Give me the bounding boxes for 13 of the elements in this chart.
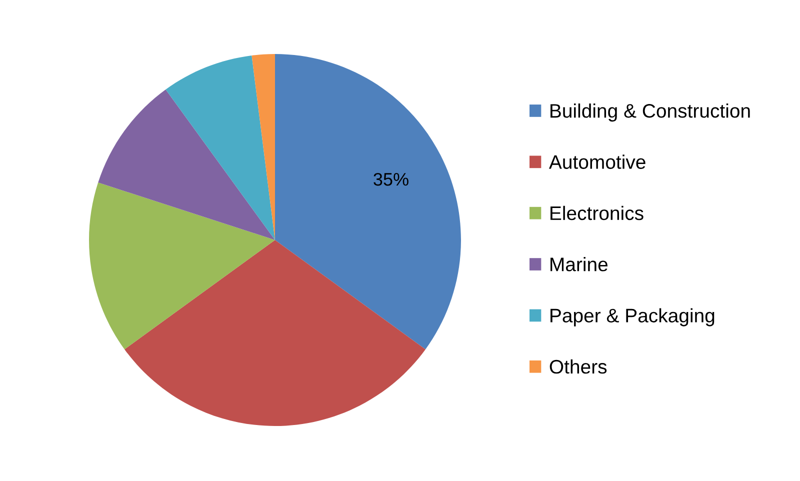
pie-slice [89,182,275,350]
pie-slice [98,90,275,240]
pie-slice [275,54,461,350]
legend-label: Electronics [550,206,644,220]
pie-slice [124,240,426,426]
legend-label: Others [550,359,607,374]
pie-slice [252,54,275,240]
legend-label: Automotive [548,154,646,169]
pie-slice [166,55,275,240]
legend-label: Building & Construction [550,103,750,122]
data-label: 35% [374,172,408,186]
legend-label: Marine [550,257,608,272]
legend-label: Paper & Packaging [550,308,714,326]
